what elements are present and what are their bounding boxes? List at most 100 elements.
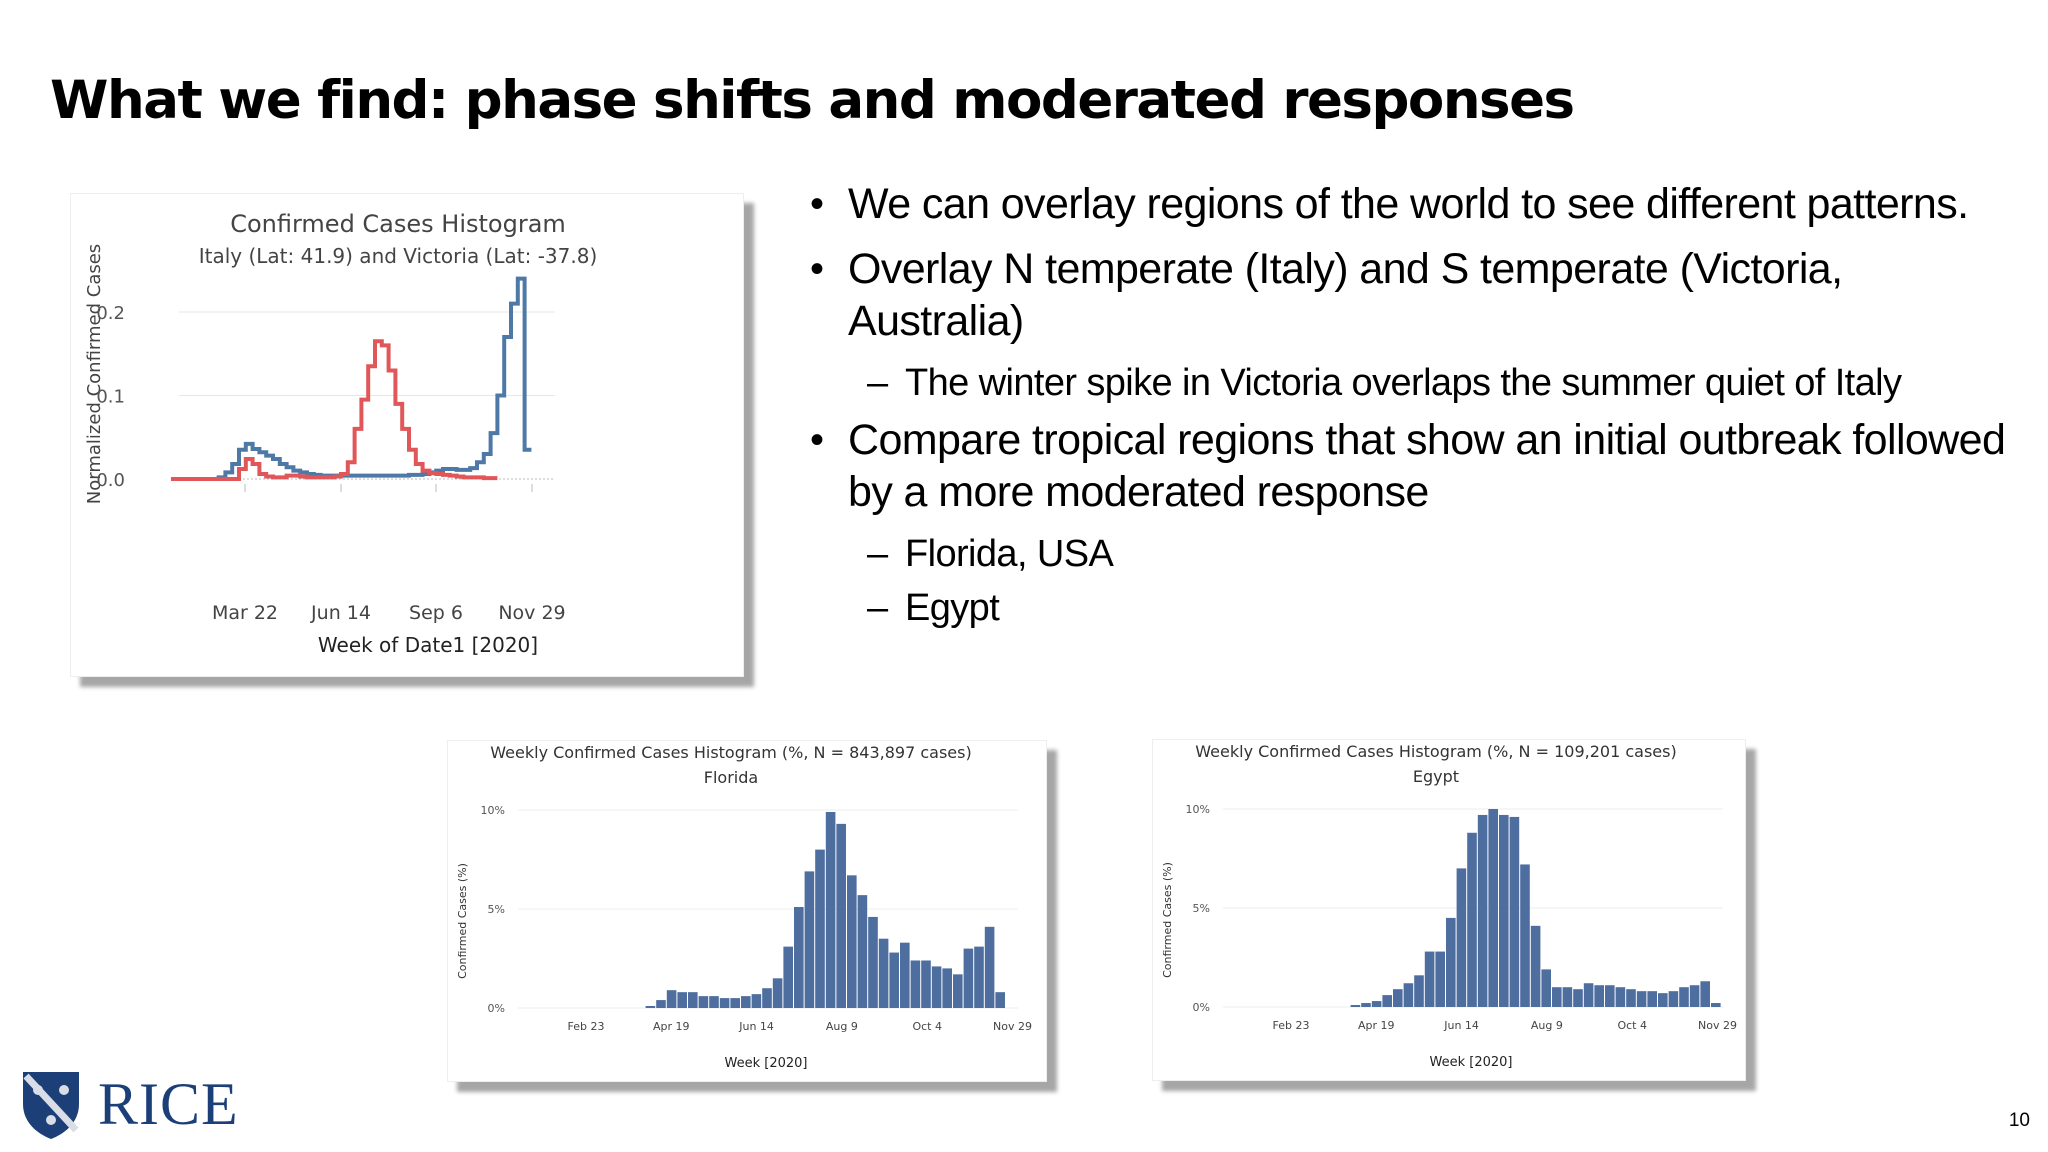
bar bbox=[1583, 983, 1594, 1007]
bar bbox=[1446, 917, 1456, 1007]
bar bbox=[688, 992, 698, 1008]
bullet-text: Compare tropical regions that show an in… bbox=[848, 416, 2006, 516]
chart-subtitle: Florida bbox=[704, 768, 758, 787]
bullet-text: Overlay N temperate (Italy) and S temper… bbox=[848, 245, 1843, 345]
x-tick-label: Oct 4 bbox=[912, 1020, 942, 1033]
bar bbox=[889, 952, 899, 1008]
bar bbox=[1467, 832, 1477, 1007]
slide-number: 10 bbox=[2008, 1110, 2030, 1131]
bar bbox=[1700, 981, 1710, 1007]
bar bbox=[963, 948, 974, 1008]
bar bbox=[1382, 995, 1392, 1007]
bar bbox=[900, 942, 910, 1008]
x-tick-label: Jun 14 bbox=[1443, 1019, 1479, 1032]
bullet-dash: – bbox=[867, 362, 888, 404]
bar bbox=[677, 992, 687, 1008]
bullet-text: We can overlay regions of the world to s… bbox=[848, 180, 1969, 228]
x-tick-label: Sep 6 bbox=[409, 602, 463, 624]
bar bbox=[1668, 991, 1679, 1007]
y-tick-label: 10% bbox=[481, 804, 505, 817]
florida-bar-chart: Weekly Confirmed Cases Histogram (%, N =… bbox=[456, 743, 1032, 1071]
slide-title: What we find: phase shifts and moderated… bbox=[50, 70, 1575, 131]
bar bbox=[1393, 989, 1403, 1007]
bar bbox=[1689, 985, 1700, 1007]
bar bbox=[698, 996, 709, 1008]
bar bbox=[730, 998, 740, 1008]
bar bbox=[783, 946, 793, 1008]
bar bbox=[1350, 1005, 1361, 1007]
x-axis-label: Week [2020] bbox=[1430, 1055, 1513, 1070]
bar bbox=[1636, 991, 1647, 1007]
y-tick-label: 0.1 bbox=[96, 387, 125, 408]
chart-subtitle: Egypt bbox=[1413, 767, 1459, 786]
y-axis-label: Confirmed Cases (%) bbox=[1161, 862, 1174, 978]
bullet-dot: • bbox=[810, 418, 824, 462]
bar bbox=[953, 974, 963, 1008]
bullet-item: • We can overlay regions of the world to … bbox=[810, 178, 2010, 230]
bullet-list: • We can overlay regions of the world to … bbox=[810, 178, 2010, 639]
x-tick-label: Mar 22 bbox=[212, 602, 278, 624]
bar bbox=[1626, 989, 1636, 1007]
y-axis-label: Confirmed Cases (%) bbox=[456, 863, 469, 979]
x-tick-label: Jun 14 bbox=[738, 1020, 774, 1033]
x-axis-label: Week [2020] bbox=[725, 1056, 808, 1071]
sub-bullet-text: Florida, USA bbox=[905, 533, 1114, 575]
x-tick-label: Nov 29 bbox=[1698, 1019, 1737, 1032]
sub-bullet-text: The winter spike in Victoria overlaps th… bbox=[905, 362, 1902, 404]
bar bbox=[1520, 864, 1530, 1007]
x-tick-label: Apr 19 bbox=[653, 1020, 690, 1033]
bar bbox=[1435, 951, 1445, 1007]
bullet-dash: – bbox=[867, 533, 888, 575]
bar bbox=[878, 938, 889, 1008]
bullet-dot: • bbox=[810, 182, 824, 226]
bullet-dot: • bbox=[810, 247, 824, 291]
bar bbox=[1361, 1003, 1371, 1007]
bar bbox=[1414, 975, 1424, 1007]
series-line-1 bbox=[171, 339, 498, 481]
y-tick-label: 0% bbox=[488, 1002, 505, 1015]
x-axis-label: Week of Date1 [2020] bbox=[318, 633, 538, 657]
bar bbox=[741, 996, 751, 1008]
y-tick-label: 0% bbox=[1193, 1001, 1210, 1014]
chart-title: Weekly Confirmed Cases Histogram (%, N =… bbox=[1195, 742, 1676, 761]
x-tick-label: Nov 29 bbox=[498, 602, 565, 624]
sub-bullet-item: – The winter spike in Victoria overlaps t… bbox=[810, 360, 2010, 406]
bar bbox=[1594, 985, 1604, 1007]
bar bbox=[1499, 814, 1509, 1007]
logo-text: RICE bbox=[98, 1071, 239, 1137]
y-tick-label: 0.2 bbox=[96, 303, 125, 324]
x-tick-label: Aug 9 bbox=[826, 1020, 858, 1033]
bar bbox=[857, 895, 868, 1008]
bar bbox=[1605, 985, 1615, 1007]
bar bbox=[825, 811, 836, 1008]
bar bbox=[921, 960, 931, 1008]
bar bbox=[1658, 993, 1668, 1007]
bar bbox=[751, 994, 762, 1008]
bar bbox=[1371, 1001, 1382, 1007]
bar bbox=[645, 1006, 656, 1008]
rice-shield-icon bbox=[23, 1072, 79, 1139]
egypt-bar-chart: Weekly Confirmed Cases Histogram (%, N =… bbox=[1161, 742, 1737, 1070]
egypt-chart-card: Weekly Confirmed Cases Histogram (%, N =… bbox=[1152, 739, 1746, 1081]
bar bbox=[868, 916, 878, 1008]
italy-victoria-chart-card: Confirmed Cases Histogram Italy (Lat: 41… bbox=[70, 193, 744, 677]
bullet-item: • Overlay N temperate (Italy) and S tempe… bbox=[810, 243, 2010, 347]
bar bbox=[1403, 983, 1414, 1007]
bar bbox=[762, 988, 772, 1008]
bar bbox=[1573, 989, 1583, 1007]
bar bbox=[910, 960, 921, 1008]
bar bbox=[1711, 1003, 1721, 1007]
sub-bullet-text: Egypt bbox=[905, 587, 1000, 629]
y-tick-label: 5% bbox=[488, 903, 505, 916]
bar bbox=[995, 992, 1005, 1008]
bar bbox=[1456, 868, 1467, 1007]
bar bbox=[804, 871, 815, 1008]
x-tick-label: Nov 29 bbox=[993, 1020, 1032, 1033]
bar bbox=[1552, 987, 1562, 1007]
bar bbox=[1615, 987, 1626, 1007]
bar bbox=[1562, 987, 1573, 1007]
x-tick-label: Feb 23 bbox=[568, 1020, 605, 1033]
bullet-dash: – bbox=[867, 587, 888, 629]
bar bbox=[666, 990, 677, 1008]
bullet-item: • Compare tropical regions that show an i… bbox=[810, 414, 2010, 518]
